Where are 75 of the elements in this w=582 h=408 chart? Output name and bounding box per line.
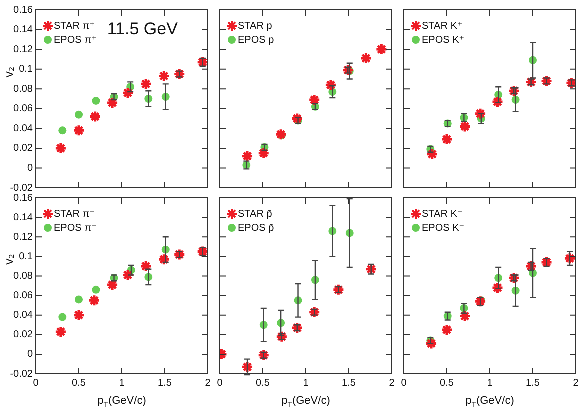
y-tick-label: 0.08: [14, 84, 34, 95]
x-tick-label: 2: [573, 378, 580, 389]
point: [140, 78, 152, 90]
point: [308, 94, 321, 106]
point: [426, 148, 439, 161]
point: [72, 309, 86, 322]
legend-label: STAR π⁺: [54, 20, 95, 32]
point: [92, 286, 100, 294]
legend-label: STAR p̄: [238, 208, 273, 220]
legend-label: STAR π⁻: [54, 208, 95, 220]
legend-label: EPOS p̄: [238, 222, 275, 234]
y-tick-label: 0.08: [14, 270, 34, 282]
legend-label: EPOS π⁺: [54, 34, 97, 46]
x-tick-label: 0: [401, 378, 408, 389]
y-axis-title: v₂: [2, 66, 16, 78]
point: [72, 124, 86, 137]
point: [458, 310, 472, 323]
x-tick-label: 0.5: [72, 378, 86, 389]
x-tick-label: 2: [205, 378, 212, 389]
x-tick-label: 1.5: [342, 378, 356, 389]
point: [140, 260, 152, 273]
y-tick-label: 0.14: [14, 212, 34, 224]
point: [360, 52, 372, 65]
point: [58, 126, 67, 135]
x-tick-label: 2: [389, 378, 396, 389]
x-tick-label: 1.5: [158, 378, 172, 389]
y-tick-label: 0.06: [14, 104, 34, 115]
point: [106, 278, 119, 292]
point: [92, 96, 100, 105]
y-axis-title: v₂: [2, 254, 16, 265]
y-tick-label: -0.02: [10, 368, 34, 380]
y-tick-label: 0.16: [14, 192, 34, 204]
legend-label: EPOS K⁺: [422, 34, 465, 46]
annotation: 11.5 GeV: [107, 20, 179, 39]
y-tick-label: 0: [27, 162, 34, 174]
y-tick-label: 0.02: [14, 330, 34, 341]
point: [75, 110, 83, 119]
legend-label: EPOS π⁻: [54, 222, 97, 234]
x-tick-label: 0.5: [256, 378, 270, 389]
point: [89, 110, 102, 124]
legend-label: STAR p: [238, 20, 273, 32]
legend-label: STAR K⁺: [422, 20, 463, 32]
x-tick-label: 0: [217, 378, 224, 389]
x-tick-label: 1: [303, 378, 310, 389]
legend-label: EPOS p: [238, 34, 275, 46]
y-tick-label: 0.04: [14, 123, 34, 134]
point: [58, 313, 67, 322]
y-tick-label: 0.12: [14, 232, 34, 243]
x-tick-label: 1: [487, 378, 494, 389]
x-tick-label: 0.5: [440, 378, 454, 389]
point: [440, 133, 454, 146]
point: [274, 128, 288, 141]
y-tick-label: 0.16: [14, 4, 34, 16]
point: [106, 96, 119, 110]
point: [75, 296, 83, 304]
point: [158, 70, 170, 83]
x-tick-label: 1.5: [526, 378, 540, 389]
y-tick-label: 0.02: [14, 143, 34, 154]
y-tick-label: 0: [27, 349, 34, 360]
y-tick-label: 0.14: [14, 24, 34, 36]
legend-label: STAR K⁻: [422, 208, 463, 220]
point: [54, 142, 68, 155]
point: [324, 78, 338, 92]
legend-label: EPOS K⁻: [422, 222, 465, 234]
y-tick-label: 0.06: [14, 290, 34, 302]
y-tick-label: 0.12: [14, 44, 34, 56]
y-tick-label: 0.1: [19, 64, 34, 76]
x-tick-label: 1: [119, 378, 126, 389]
y-tick-label: 0.1: [19, 251, 34, 262]
point: [88, 294, 101, 307]
point: [440, 324, 454, 336]
y-tick-label: -0.02: [10, 182, 34, 194]
y-tick-label: 0.04: [14, 310, 34, 322]
point: [375, 43, 388, 56]
point: [54, 326, 68, 338]
